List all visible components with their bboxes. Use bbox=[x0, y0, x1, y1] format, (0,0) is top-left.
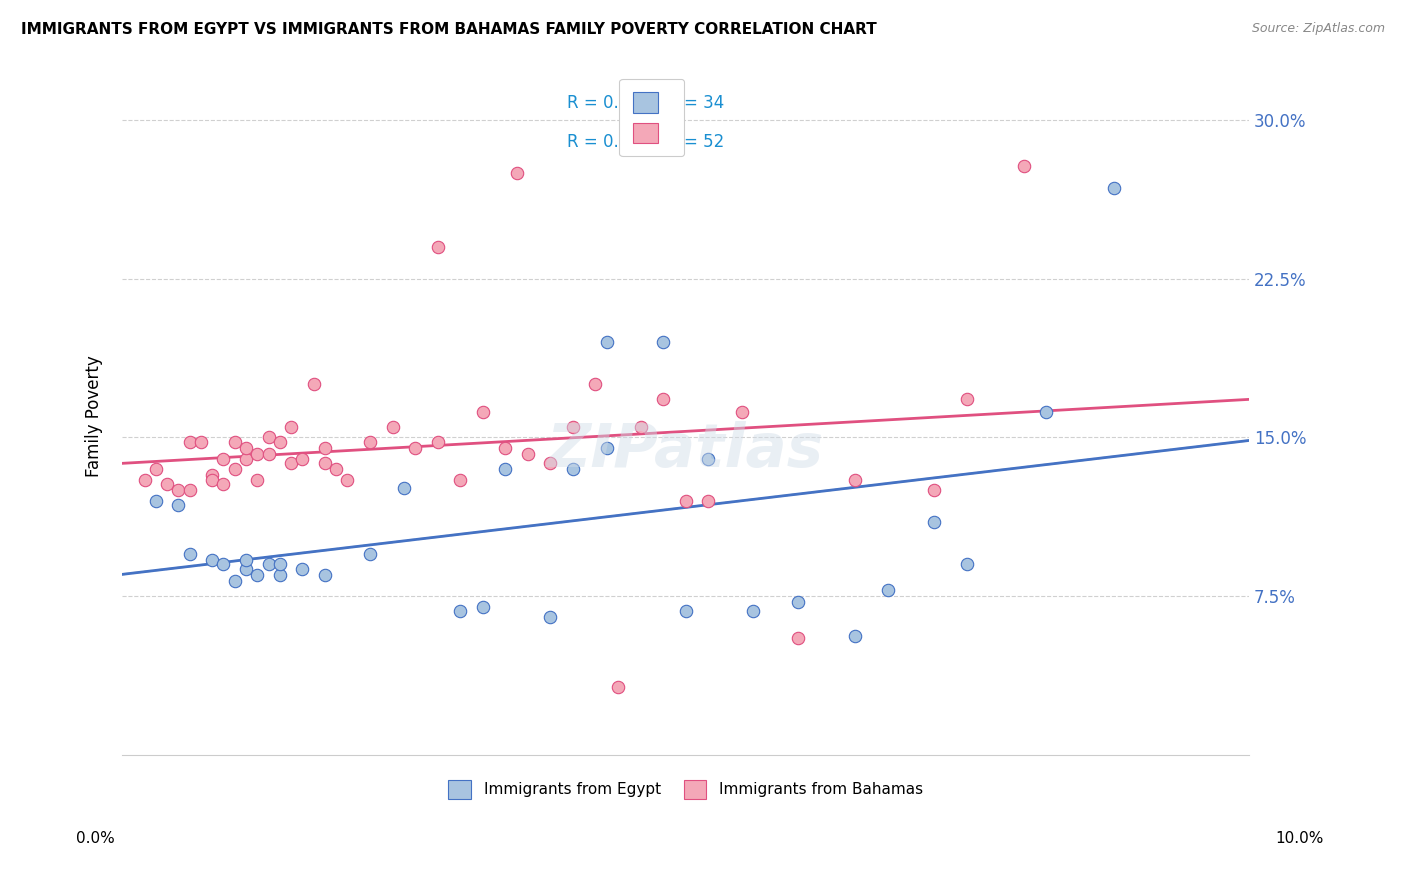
Text: Source: ZipAtlas.com: Source: ZipAtlas.com bbox=[1251, 22, 1385, 36]
Point bbox=[325, 462, 347, 476]
Point bbox=[787, 632, 810, 646]
Point bbox=[134, 473, 156, 487]
Point bbox=[269, 558, 291, 572]
Point bbox=[630, 419, 652, 434]
Point bbox=[314, 441, 336, 455]
Point bbox=[404, 441, 426, 455]
Y-axis label: Family Poverty: Family Poverty bbox=[86, 355, 103, 477]
Point bbox=[538, 456, 561, 470]
Point bbox=[359, 434, 381, 449]
Point bbox=[179, 547, 201, 561]
Point bbox=[538, 610, 561, 624]
Point bbox=[652, 334, 675, 349]
Point bbox=[224, 574, 246, 589]
Point bbox=[145, 493, 167, 508]
Point bbox=[494, 441, 516, 455]
Point bbox=[201, 468, 224, 483]
Point bbox=[212, 477, 235, 491]
Point bbox=[145, 462, 167, 476]
Point bbox=[269, 434, 291, 449]
Point bbox=[224, 434, 246, 449]
Point bbox=[201, 553, 224, 567]
Point bbox=[359, 547, 381, 561]
Point bbox=[336, 473, 359, 487]
Point bbox=[787, 595, 810, 609]
Point bbox=[235, 441, 257, 455]
Point bbox=[675, 604, 697, 618]
Point bbox=[449, 473, 471, 487]
Text: ZIPatlas: ZIPatlas bbox=[547, 420, 824, 480]
Text: IMMIGRANTS FROM EGYPT VS IMMIGRANTS FROM BAHAMAS FAMILY POVERTY CORRELATION CHAR: IMMIGRANTS FROM EGYPT VS IMMIGRANTS FROM… bbox=[21, 22, 877, 37]
Point bbox=[224, 462, 246, 476]
Point bbox=[381, 419, 404, 434]
Point bbox=[731, 405, 754, 419]
Point bbox=[280, 456, 302, 470]
Point bbox=[561, 462, 583, 476]
Point bbox=[1012, 159, 1035, 173]
Point bbox=[190, 434, 212, 449]
Point bbox=[269, 568, 291, 582]
Point bbox=[675, 493, 697, 508]
Point bbox=[246, 473, 269, 487]
Point bbox=[607, 680, 630, 694]
Point bbox=[246, 568, 269, 582]
Point bbox=[844, 473, 866, 487]
Point bbox=[516, 447, 538, 461]
Point bbox=[449, 604, 471, 618]
Point bbox=[179, 483, 201, 498]
Point bbox=[596, 441, 619, 455]
Point bbox=[257, 558, 280, 572]
Point bbox=[280, 419, 302, 434]
Text: 0.0%: 0.0% bbox=[76, 831, 115, 846]
Point bbox=[426, 434, 449, 449]
Point bbox=[471, 405, 494, 419]
Point bbox=[167, 498, 190, 512]
Point bbox=[314, 456, 336, 470]
Point bbox=[235, 451, 257, 466]
Point bbox=[1102, 180, 1125, 194]
Point bbox=[235, 561, 257, 575]
Point bbox=[257, 430, 280, 444]
Point bbox=[922, 515, 945, 529]
Point bbox=[257, 447, 280, 461]
Point bbox=[742, 604, 765, 618]
Point bbox=[844, 629, 866, 643]
Point bbox=[561, 419, 583, 434]
Point bbox=[246, 447, 269, 461]
Point bbox=[314, 568, 336, 582]
Point bbox=[156, 477, 179, 491]
Point bbox=[505, 166, 527, 180]
Point bbox=[392, 481, 415, 495]
Point bbox=[426, 240, 449, 254]
Text: R = 0.292   N = 52: R = 0.292 N = 52 bbox=[567, 133, 724, 151]
Point bbox=[956, 558, 979, 572]
Point bbox=[167, 483, 190, 498]
Point bbox=[291, 451, 314, 466]
Point bbox=[583, 377, 606, 392]
Text: R = 0.225   N = 34: R = 0.225 N = 34 bbox=[567, 95, 724, 112]
Point bbox=[201, 473, 224, 487]
Point bbox=[471, 599, 494, 614]
Point bbox=[494, 462, 516, 476]
Point bbox=[697, 493, 720, 508]
Point bbox=[302, 377, 325, 392]
Point bbox=[697, 451, 720, 466]
Point bbox=[235, 553, 257, 567]
Point bbox=[212, 451, 235, 466]
Point bbox=[291, 561, 314, 575]
Text: 10.0%: 10.0% bbox=[1275, 831, 1323, 846]
Point bbox=[1035, 405, 1057, 419]
Point bbox=[956, 392, 979, 407]
Point bbox=[596, 334, 619, 349]
Point bbox=[877, 582, 900, 597]
Legend: Immigrants from Egypt, Immigrants from Bahamas: Immigrants from Egypt, Immigrants from B… bbox=[443, 774, 929, 805]
Point bbox=[212, 558, 235, 572]
Point bbox=[922, 483, 945, 498]
Point bbox=[179, 434, 201, 449]
Point bbox=[652, 392, 675, 407]
